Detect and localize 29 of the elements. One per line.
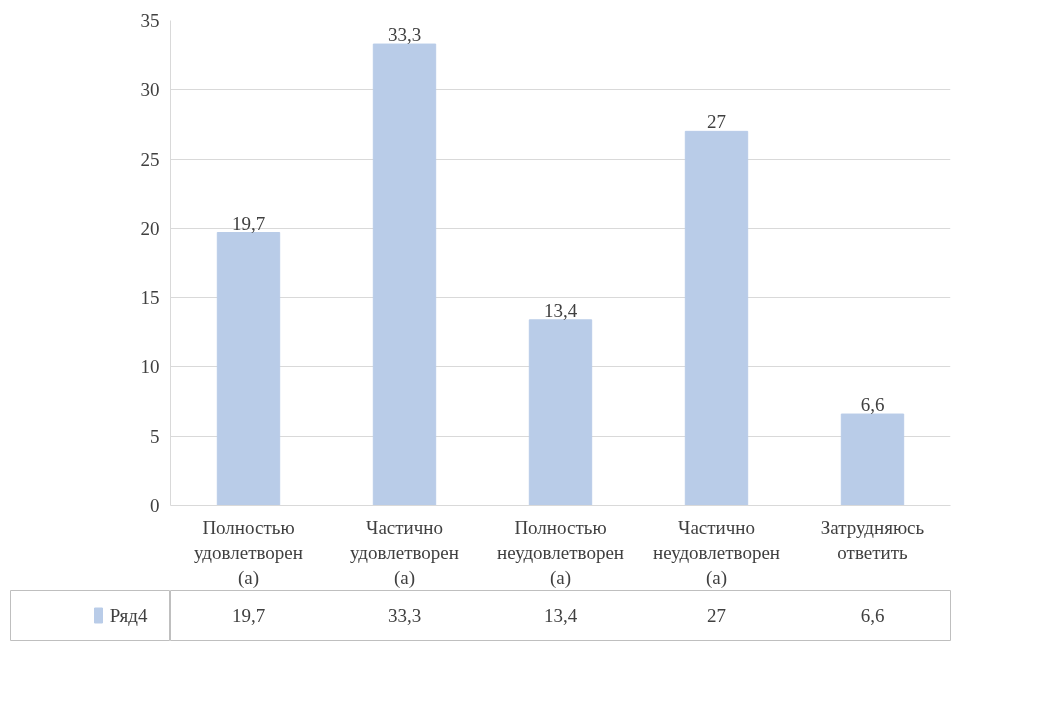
y-tick-label: 25 [140,148,160,170]
bar [684,130,749,506]
data-label: 19,7 [231,605,266,626]
text: 13,4 [543,299,578,321]
y-tick-label: 0 [150,495,160,516]
text: 19,7 [231,212,266,234]
bar [840,413,905,506]
text: 27 [707,111,726,133]
y-tick-label: 30 [140,79,160,101]
y-tick-label: 10 [140,356,160,378]
bar [528,319,593,506]
x-tick-label: Затрудняюсь ответить [820,516,925,563]
text: 33,3 [387,24,422,46]
y-tick-label: 15 [140,287,160,309]
x-tick-label: Частично неудовлетворен (а) [653,516,780,589]
legend-label: Ряд4 [109,605,148,626]
y-tick-label: 5 [150,425,160,447]
y-tick-label: 20 [140,217,160,239]
x-tick-label: Частично удовлетворен (а) [350,516,459,589]
bar [372,43,437,506]
x-tick-label: Полностью удовлетворен (а) [194,516,303,589]
data-label: 6,6 [860,605,885,626]
y-tick-label: 35 [140,10,160,31]
bar [216,232,281,506]
data-label: 27 [707,605,726,626]
data-label: 33,3 [387,605,422,626]
data-label: 13,4 [543,605,578,626]
x-tick-label: Полностью неудовлетворен (а) [497,516,624,589]
text: 6,6 [860,394,885,416]
